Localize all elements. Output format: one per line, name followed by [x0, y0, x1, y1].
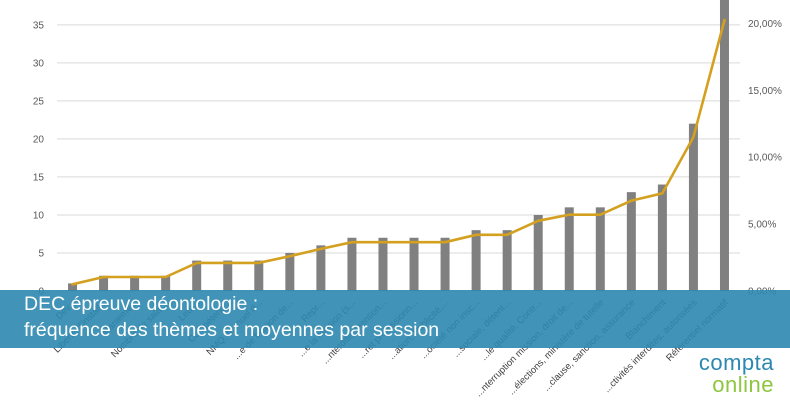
- logo-text-top: compta: [698, 350, 774, 375]
- y-tick-label: 25: [33, 96, 45, 107]
- title-banner: DEC épreuve déontologie : fréquence des …: [0, 290, 790, 348]
- y-tick-label: 5: [38, 248, 44, 259]
- bar: [378, 237, 388, 291]
- bar: [161, 275, 171, 291]
- bars: [68, 0, 729, 292]
- bar: [347, 237, 357, 291]
- bar: [564, 207, 574, 291]
- y-tick-label: 15: [33, 172, 45, 183]
- bar: [719, 0, 729, 291]
- bar: [192, 260, 202, 291]
- y2-tick-label: 10,00%: [748, 153, 782, 164]
- bar: [688, 123, 698, 292]
- y-tick-label: 10: [33, 210, 45, 221]
- y2-tick-label: 15,00%: [748, 86, 782, 97]
- bar: [657, 184, 667, 291]
- bar: [440, 237, 450, 291]
- y-tick-label: 20: [33, 134, 45, 145]
- banner-title-line1: DEC épreuve déontologie :: [24, 293, 259, 315]
- bar: [471, 230, 481, 291]
- bar: [254, 260, 264, 291]
- banner-title-line2: fréquence des thèmes et moyennes par ses…: [24, 319, 440, 341]
- trend-line: [71, 18, 726, 286]
- y2-tick-label: 20,00%: [748, 19, 782, 30]
- bar: [533, 214, 543, 291]
- bar: [502, 230, 512, 291]
- bar: [130, 275, 140, 291]
- right-axis-ticks: 0,00%5,00%10,00%15,00%20,00%: [748, 19, 782, 298]
- bar: [68, 283, 78, 291]
- gridlines: [57, 24, 740, 292]
- y-tick-label: 35: [33, 20, 45, 31]
- logo-text-bottom: online: [712, 372, 774, 397]
- bar: [223, 260, 233, 291]
- bar: [99, 275, 109, 291]
- bar: [409, 237, 419, 291]
- bar: [595, 207, 605, 291]
- bar: [316, 245, 326, 291]
- trend-line-series: [71, 18, 726, 286]
- y-tick-label: 30: [33, 58, 45, 69]
- compta-online-logo[interactable]: compta online: [684, 350, 784, 398]
- left-axis-ticks: 05101520253035: [33, 20, 45, 297]
- y2-tick-label: 5,00%: [748, 220, 776, 231]
- bar: [285, 252, 295, 291]
- bar: [626, 192, 636, 291]
